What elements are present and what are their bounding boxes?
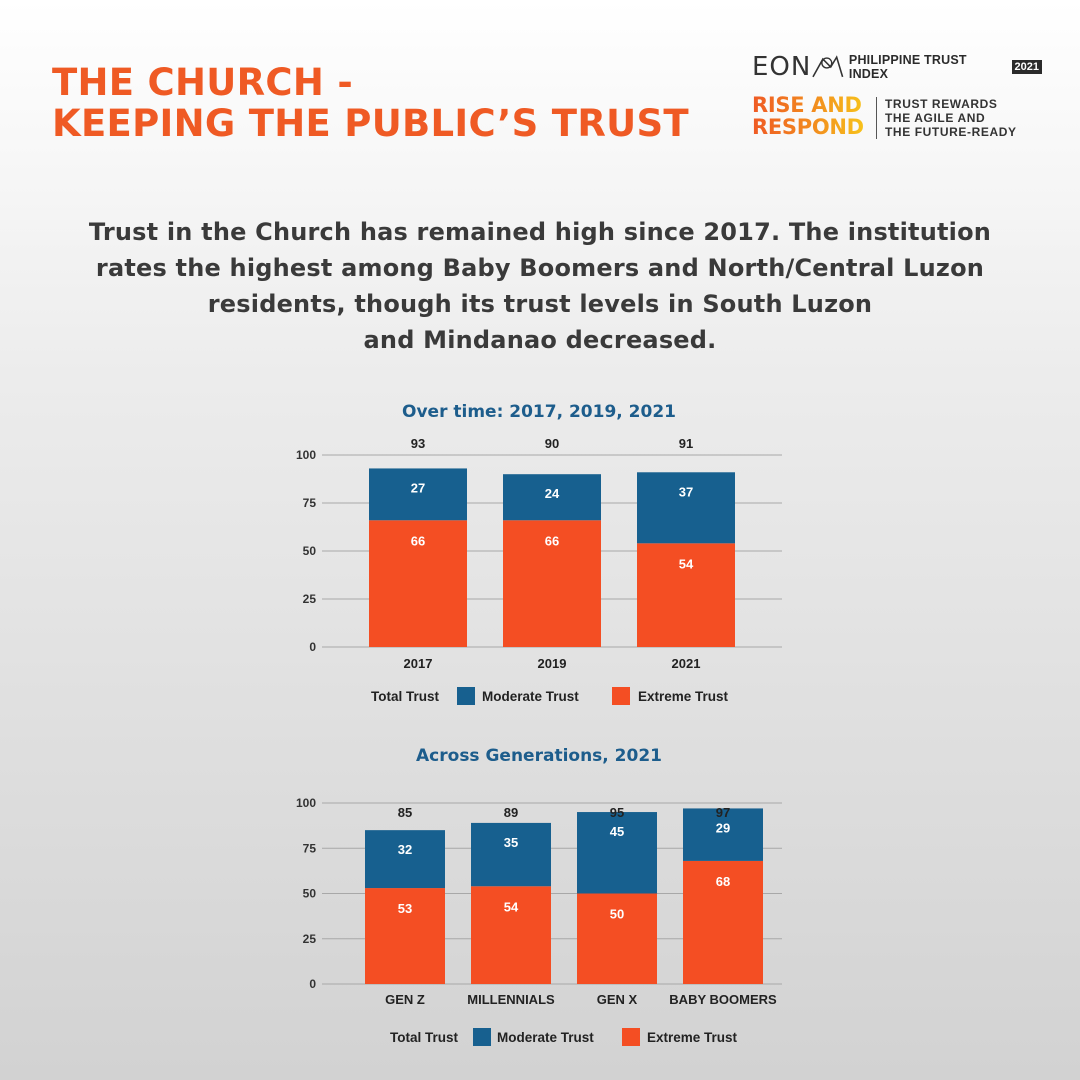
y-tick-label: 100 bbox=[296, 448, 316, 462]
bar-moderate-trust bbox=[577, 812, 657, 894]
extreme-trust-label: 68 bbox=[716, 874, 730, 889]
extreme-trust-label: 66 bbox=[545, 533, 559, 548]
y-tick-label: 0 bbox=[309, 640, 316, 654]
extreme-trust-label: 54 bbox=[679, 556, 694, 571]
y-tick-label: 50 bbox=[303, 544, 317, 558]
total-trust-label: 89 bbox=[504, 805, 518, 820]
category-label: 2017 bbox=[404, 656, 433, 671]
description: Trust in the Church has remained high si… bbox=[60, 214, 1020, 358]
legend-moderate-trust: Moderate Trust bbox=[497, 1030, 594, 1045]
bar-moderate-trust bbox=[683, 808, 763, 861]
extreme-trust-label: 53 bbox=[398, 901, 412, 916]
moderate-trust-label: 24 bbox=[545, 486, 560, 501]
moderate-trust-label: 37 bbox=[679, 484, 693, 499]
tagline-line-3: THE FUTURE-READY bbox=[885, 125, 1017, 139]
y-tick-label: 25 bbox=[303, 592, 317, 606]
campaign-line-2: RESPOND bbox=[752, 115, 864, 139]
description-line-3: residents, though its trust levels in So… bbox=[207, 290, 873, 318]
category-label: MILLENNIALS bbox=[467, 992, 555, 1007]
legend-extreme-swatch bbox=[622, 1028, 640, 1046]
extreme-trust-label: 50 bbox=[610, 907, 624, 922]
total-trust-label: 97 bbox=[716, 805, 730, 820]
trust-index-year: 2021 bbox=[1011, 60, 1042, 74]
chart-title: Over time: 2017, 2019, 2021 bbox=[402, 402, 676, 422]
y-tick-label: 75 bbox=[303, 841, 317, 855]
extreme-trust-label: 66 bbox=[411, 533, 425, 548]
y-tick-label: 100 bbox=[296, 796, 316, 810]
bar-extreme-trust bbox=[471, 886, 551, 984]
total-trust-label: 91 bbox=[679, 436, 693, 451]
category-label: BABY BOOMERS bbox=[669, 992, 777, 1007]
category-label: 2021 bbox=[672, 656, 701, 671]
moderate-trust-label: 29 bbox=[716, 820, 730, 835]
page-title-line-1: THE CHURCH - bbox=[52, 61, 353, 104]
tagline-line-2: THE AGILE AND bbox=[885, 111, 986, 125]
bar-moderate-trust bbox=[365, 830, 445, 889]
eon-wordmark: EON bbox=[752, 52, 812, 82]
moderate-trust-label: 27 bbox=[411, 480, 425, 495]
chart-title: Across Generations, 2021 bbox=[416, 746, 662, 766]
chart-generations: Across Generations, 2021 0 25 50 75 100 53 32 85… bbox=[296, 746, 782, 1046]
bar-moderate-trust bbox=[503, 474, 601, 521]
total-trust-label: 95 bbox=[610, 805, 624, 820]
moderate-trust-label: 45 bbox=[610, 824, 624, 839]
legend-moderate-swatch bbox=[473, 1028, 491, 1046]
y-tick-label: 75 bbox=[303, 496, 317, 510]
bar-moderate-trust bbox=[369, 468, 467, 521]
y-tick-label: 0 bbox=[309, 977, 316, 991]
bar-moderate-trust bbox=[637, 472, 735, 544]
legend-extreme-trust: Extreme Trust bbox=[647, 1030, 738, 1045]
extreme-trust-label: 54 bbox=[504, 899, 519, 914]
bar-extreme-trust bbox=[577, 893, 657, 984]
climbing-figure-icon bbox=[812, 55, 844, 78]
bar-extreme-trust bbox=[369, 520, 467, 647]
bar-extreme-trust bbox=[365, 888, 445, 984]
category-label: GEN Z bbox=[385, 992, 425, 1007]
description-line-2: rates the highest among Baby Boomers and… bbox=[95, 254, 985, 282]
legend-total-trust: Total Trust bbox=[390, 1030, 459, 1045]
brand-logo: EON PHILIPPINE TRUST INDEX 2021 RISE AND… bbox=[752, 52, 1042, 147]
bar-moderate-trust bbox=[471, 822, 551, 887]
bar-extreme-trust bbox=[503, 520, 601, 647]
moderate-trust-label: 32 bbox=[398, 842, 412, 857]
legend-moderate-swatch bbox=[457, 687, 475, 705]
moderate-trust-label: 35 bbox=[504, 835, 518, 850]
total-trust-label: 93 bbox=[411, 436, 425, 451]
chart-over-time: Over time: 2017, 2019, 2021 0 25 50 75 100 66 2… bbox=[296, 402, 782, 705]
y-tick-label: 50 bbox=[303, 887, 317, 901]
total-trust-label: 90 bbox=[545, 436, 559, 451]
page-title: THE CHURCH - KEEPING THE PUBLIC’S TRUST bbox=[52, 62, 689, 144]
total-trust-label: 85 bbox=[398, 805, 412, 820]
y-tick-label: 25 bbox=[303, 932, 317, 946]
description-line-1: Trust in the Church has remained high si… bbox=[88, 218, 992, 246]
bar-extreme-trust bbox=[683, 860, 763, 984]
logo-divider bbox=[876, 97, 877, 139]
campaign-line-1: RISE AND bbox=[752, 93, 862, 117]
legend-extreme-trust: Extreme Trust bbox=[638, 689, 729, 704]
category-label: GEN X bbox=[597, 992, 638, 1007]
legend-extreme-swatch bbox=[612, 687, 630, 705]
description-line-4: and Mindanao decreased. bbox=[363, 326, 717, 354]
page-title-line-2: KEEPING THE PUBLIC’S TRUST bbox=[52, 102, 689, 145]
legend-total-trust: Total Trust bbox=[371, 689, 440, 704]
logo-top-row: EON PHILIPPINE TRUST INDEX 2021 bbox=[752, 52, 1042, 82]
bar-extreme-trust bbox=[637, 543, 735, 647]
rise-and-respond: RISE AND RESPOND bbox=[752, 94, 864, 138]
logo-tagline: TRUST REWARDS THE AGILE AND THE FUTURE-R… bbox=[885, 97, 1017, 139]
legend-moderate-trust: Moderate Trust bbox=[482, 689, 579, 704]
trust-index-label: PHILIPPINE TRUST INDEX bbox=[848, 53, 967, 81]
tagline-line-1: TRUST REWARDS bbox=[885, 97, 998, 111]
category-label: 2019 bbox=[538, 656, 567, 671]
